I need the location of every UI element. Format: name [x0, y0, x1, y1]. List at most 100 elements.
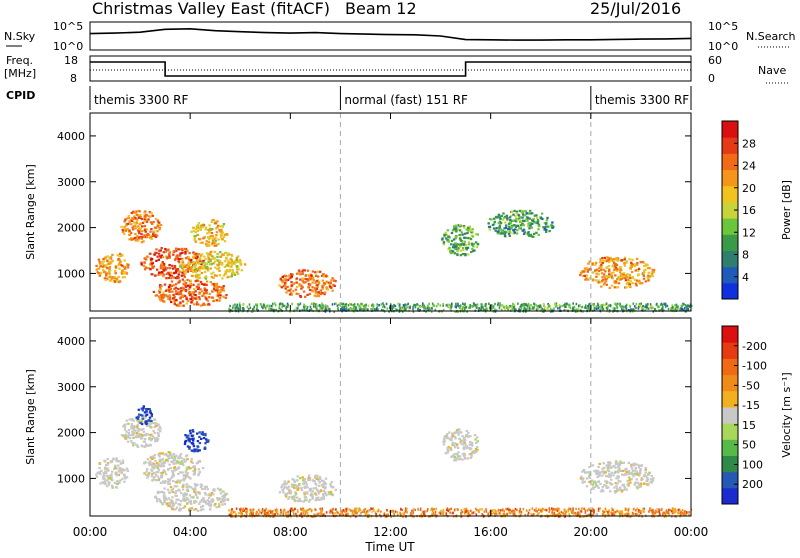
- data-cell: [167, 505, 169, 507]
- data-cell: [160, 263, 162, 265]
- ground-scatter-cell: [315, 303, 317, 305]
- data-cell: [329, 483, 331, 485]
- data-cell: [143, 265, 145, 267]
- data-cell: [103, 474, 105, 476]
- data-cell: [186, 475, 188, 477]
- ground-scatter-cell: [365, 308, 367, 310]
- data-cell: [187, 300, 189, 302]
- data-cell: [110, 478, 112, 480]
- data-cell: [291, 478, 293, 480]
- data-cell: [205, 243, 207, 245]
- data-cell: [135, 227, 137, 229]
- data-cell: [180, 287, 182, 289]
- ground-scatter-cell: [598, 508, 600, 510]
- date-label: 25/Jul/2016: [590, 0, 681, 18]
- ground-scatter-cell: [440, 513, 442, 515]
- data-cell: [120, 255, 122, 257]
- data-cell: [284, 285, 286, 287]
- data-cell: [103, 271, 105, 273]
- ground-scatter-cell: [266, 509, 268, 511]
- data-cell: [150, 420, 152, 422]
- data-cell: [184, 285, 186, 287]
- ground-scatter-cell: [464, 308, 466, 310]
- data-cell: [216, 264, 218, 266]
- ground-scatter-cell: [585, 304, 587, 306]
- data-cell: [310, 274, 312, 276]
- ground-scatter-cell: [359, 307, 361, 309]
- ground-scatter-cell: [307, 512, 309, 514]
- data-cell: [151, 273, 153, 275]
- data-cell: [629, 277, 631, 279]
- data-cell: [599, 483, 601, 485]
- data-cell: [196, 496, 198, 498]
- data-cell: [219, 289, 221, 291]
- data-cell: [161, 271, 163, 273]
- data-cell: [163, 251, 165, 253]
- data-cell: [168, 289, 170, 291]
- data-cell: [607, 475, 609, 477]
- data-cell: [198, 238, 200, 240]
- data-cell: [513, 229, 515, 231]
- data-cell: [651, 272, 653, 274]
- freq-label-bottom: [MHz]: [4, 67, 36, 80]
- data-cell: [145, 420, 147, 422]
- data-cell: [643, 265, 645, 267]
- data-cell: [314, 282, 316, 284]
- data-cell: [464, 454, 466, 456]
- data-cell: [221, 253, 223, 255]
- data-cell: [635, 467, 637, 469]
- data-cell: [123, 435, 125, 437]
- data-cell: [626, 484, 628, 486]
- data-cell: [312, 270, 314, 272]
- data-cell: [189, 285, 191, 287]
- ground-scatter-cell: [437, 303, 439, 305]
- data-cell: [210, 503, 212, 505]
- data-cell: [312, 282, 314, 284]
- data-cell: [105, 275, 107, 277]
- data-cell: [115, 266, 117, 268]
- data-cell: [608, 470, 610, 472]
- data-cell: [174, 485, 176, 487]
- data-cell: [226, 264, 228, 266]
- data-cell: [621, 490, 623, 492]
- data-cell: [534, 215, 536, 217]
- data-cell: [307, 270, 309, 272]
- ground-scatter-cell: [339, 513, 341, 515]
- data-cell: [154, 460, 156, 462]
- ground-scatter-cell: [475, 304, 477, 306]
- data-cell: [459, 234, 461, 236]
- data-cell: [489, 218, 491, 220]
- data-cell: [300, 288, 302, 290]
- ground-scatter-cell: [326, 511, 328, 513]
- data-cell: [646, 264, 648, 266]
- data-cell: [495, 230, 497, 232]
- data-cell: [236, 265, 238, 267]
- data-cell: [312, 496, 314, 498]
- data-cell: [168, 464, 170, 466]
- data-cell: [184, 248, 186, 250]
- data-cell: [322, 275, 324, 277]
- colorbar-tick-label: 24: [742, 160, 756, 173]
- data-cell: [96, 476, 98, 478]
- data-cell: [224, 503, 226, 505]
- data-cell: [136, 432, 138, 434]
- data-cell: [180, 480, 182, 482]
- data-cell: [634, 469, 636, 471]
- data-cell: [451, 433, 453, 435]
- ground-scatter-cell: [432, 303, 434, 305]
- data-cell: [178, 260, 180, 262]
- data-cell: [452, 435, 454, 437]
- data-cell: [621, 259, 623, 261]
- data-cell: [128, 429, 130, 431]
- data-cell: [592, 484, 594, 486]
- data-cell: [441, 238, 443, 240]
- data-cell: [197, 224, 199, 226]
- data-cell: [122, 460, 124, 462]
- data-cell: [615, 485, 617, 487]
- data-cell: [443, 443, 445, 445]
- data-cell: [141, 225, 143, 227]
- data-cell: [137, 416, 139, 418]
- data-cell: [463, 243, 465, 245]
- data-cell: [176, 277, 178, 279]
- data-cell: [616, 268, 618, 270]
